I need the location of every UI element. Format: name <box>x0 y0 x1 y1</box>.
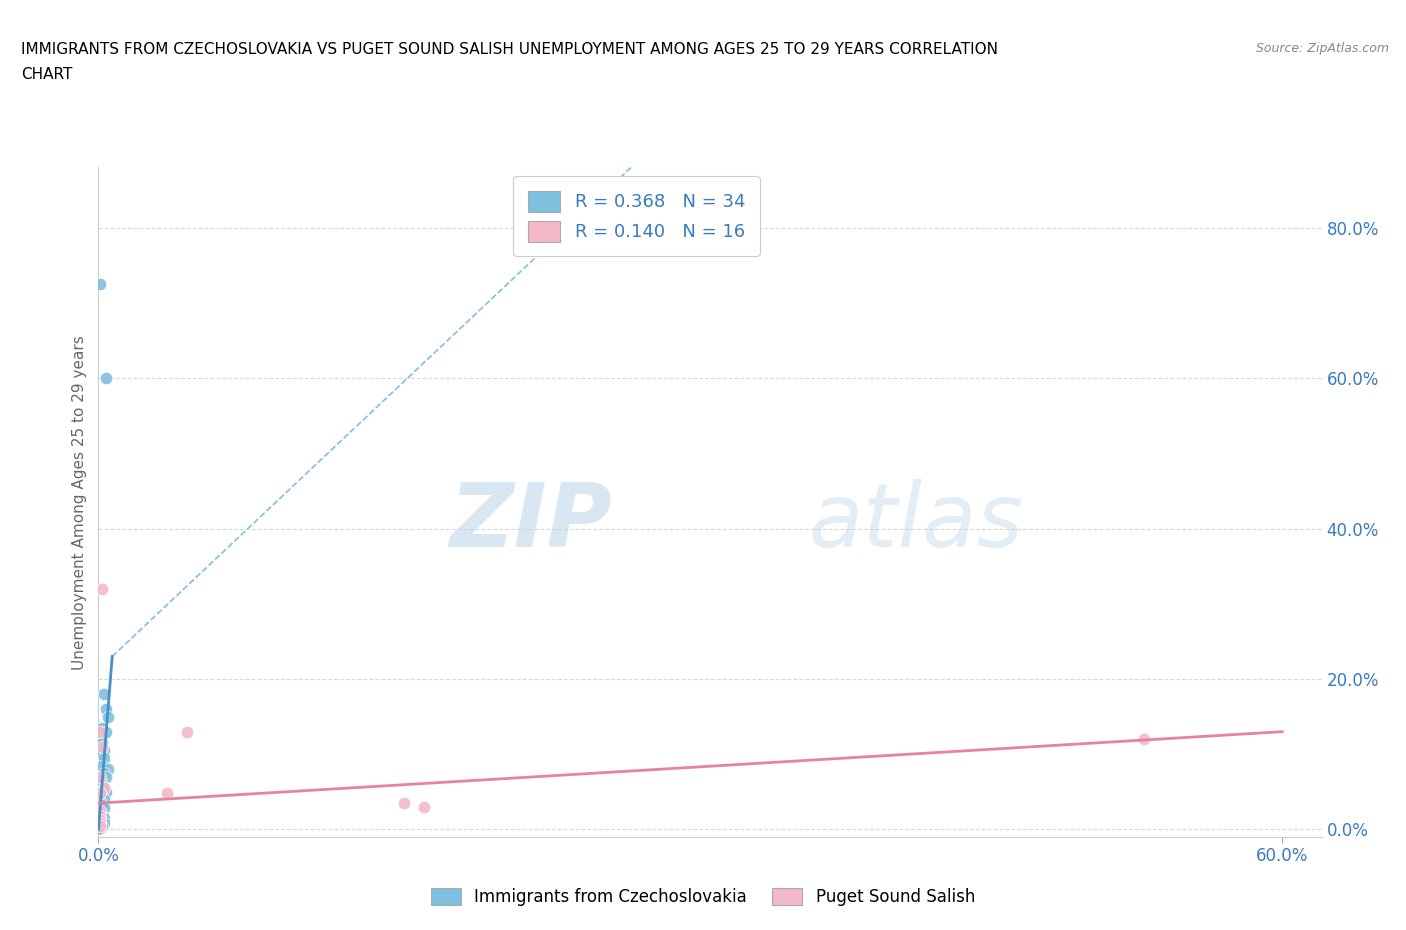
Point <box>96 784 118 799</box>
Point <box>93 801 115 816</box>
Point <box>93 686 115 701</box>
Point <box>89 808 111 823</box>
Point <box>96 769 118 784</box>
Y-axis label: Unemployment Among Ages 25 to 29 years: Unemployment Among Ages 25 to 29 years <box>72 335 87 670</box>
Point <box>96 371 118 386</box>
Point <box>91 819 114 834</box>
Point <box>1133 732 1156 747</box>
Point <box>89 813 111 828</box>
Point <box>93 816 115 830</box>
Point <box>89 804 111 818</box>
Point <box>91 736 114 751</box>
Point <box>87 821 110 836</box>
Point <box>89 724 111 739</box>
Point <box>93 811 115 826</box>
Point <box>91 777 114 791</box>
Point <box>89 747 111 762</box>
Point <box>93 792 115 807</box>
Point <box>91 808 114 823</box>
Point <box>89 816 111 830</box>
Point <box>91 815 114 830</box>
Text: atlas: atlas <box>808 479 1022 565</box>
Point <box>97 710 120 724</box>
Point <box>93 780 115 795</box>
Point <box>89 786 111 801</box>
Point <box>93 780 115 795</box>
Text: Source: ZipAtlas.com: Source: ZipAtlas.com <box>1256 42 1389 55</box>
Point <box>89 793 111 808</box>
Point <box>413 800 436 815</box>
Point <box>96 701 118 716</box>
Point <box>392 796 416 811</box>
Point <box>93 743 115 758</box>
Point <box>93 765 115 780</box>
Point <box>96 724 118 739</box>
Point <box>89 820 111 835</box>
Point <box>156 786 179 801</box>
Point <box>91 739 114 754</box>
Text: IMMIGRANTS FROM CZECHOSLOVAKIA VS PUGET SOUND SALISH UNEMPLOYMENT AMONG AGES 25 : IMMIGRANTS FROM CZECHOSLOVAKIA VS PUGET … <box>21 42 998 57</box>
Text: CHART: CHART <box>21 67 73 82</box>
Point <box>89 813 111 828</box>
Text: ZIP: ZIP <box>450 479 612 565</box>
Point <box>89 819 111 834</box>
Point <box>89 769 111 784</box>
Point <box>89 773 111 788</box>
Point <box>91 789 114 804</box>
Point <box>89 805 111 820</box>
Legend: R = 0.368   N = 34, R = 0.140   N = 16: R = 0.368 N = 34, R = 0.140 N = 16 <box>513 177 759 256</box>
Point <box>91 721 114 736</box>
Point <box>91 581 114 596</box>
Legend: Immigrants from Czechoslovakia, Puget Sound Salish: Immigrants from Czechoslovakia, Puget So… <box>425 881 981 912</box>
Point <box>91 758 114 773</box>
Point <box>89 817 111 832</box>
Point <box>97 762 120 777</box>
Point <box>93 751 115 765</box>
Point <box>176 724 198 739</box>
Point <box>91 797 114 812</box>
Point <box>89 276 111 291</box>
